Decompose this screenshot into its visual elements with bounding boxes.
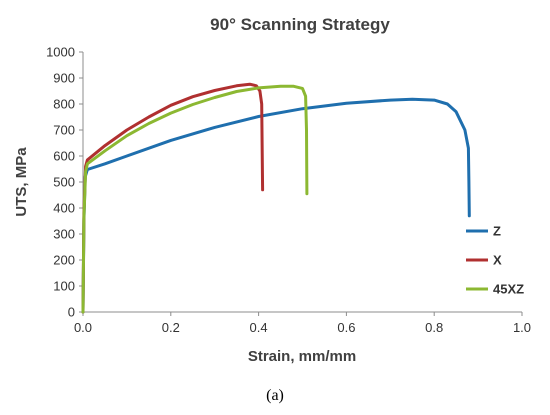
y-axis-label: UTS, MPa — [13, 147, 30, 217]
y-tick-label: 400 — [53, 201, 75, 216]
x-tick-label: 0.2 — [162, 320, 180, 335]
y-tick-label: 700 — [53, 123, 75, 138]
legend-label-z: Z — [493, 224, 501, 239]
y-tick-label: 0 — [68, 305, 75, 320]
y-tick-label: 300 — [53, 227, 75, 242]
y-tick-label: 800 — [53, 97, 75, 112]
chart-title: 90° Scanning Strategy — [210, 15, 390, 34]
y-tick-label: 600 — [53, 149, 75, 164]
series-line-x — [81, 82, 265, 314]
x-axis-label: Strain, mm/mm — [248, 348, 356, 365]
series-line-z — [81, 97, 471, 314]
series-line-45xz — [81, 84, 309, 314]
legend-label-45xz: 45XZ — [493, 282, 524, 297]
x-tick-label: 0.6 — [337, 320, 355, 335]
y-tick-label: 200 — [53, 253, 75, 268]
y-tick-label: 100 — [53, 279, 75, 294]
figure-caption: (a) — [266, 387, 284, 404]
x-tick-label: 0.4 — [250, 320, 268, 335]
legend-label-x: X — [493, 253, 502, 268]
series-layer — [81, 82, 471, 314]
x-tick-label: 0.0 — [74, 320, 92, 335]
axes: 0 100 200 300 400 500 600 700 800 900 1000 0.0 0.2 0.… — [46, 45, 531, 336]
y-tick-label: 1000 — [46, 45, 75, 60]
x-tick-label: 0.8 — [425, 320, 443, 335]
y-tick-label: 900 — [53, 71, 75, 86]
x-tick-label: 1.0 — [513, 320, 531, 335]
y-tick-label: 500 — [53, 175, 75, 190]
legend: ZX 45XZ — [466, 224, 524, 297]
